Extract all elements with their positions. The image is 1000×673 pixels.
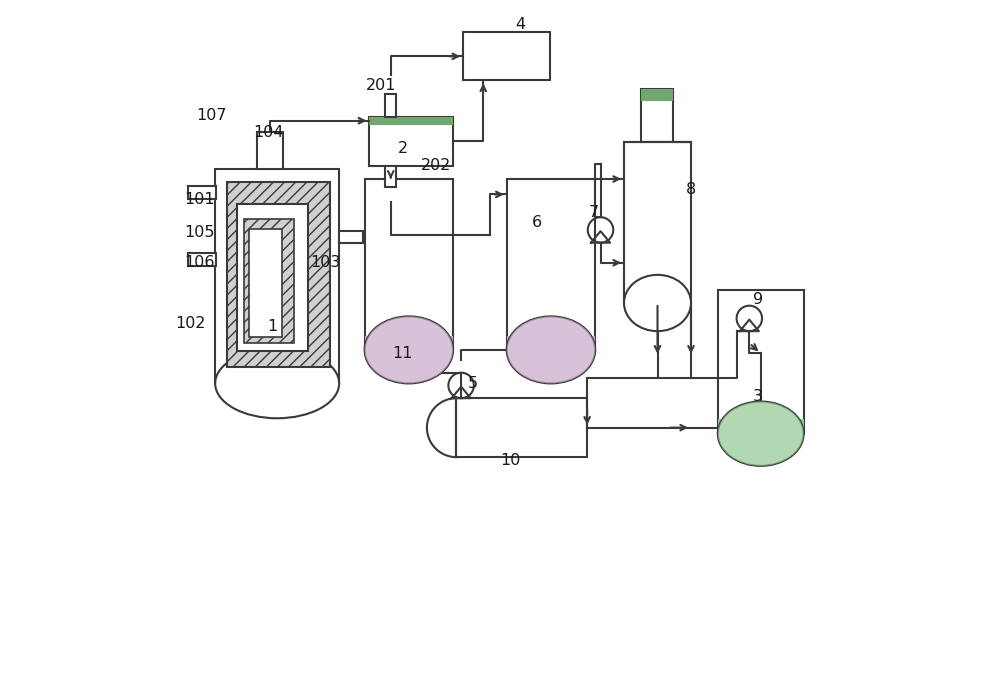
Bar: [365, 179, 453, 350]
Text: 7: 7: [589, 205, 599, 220]
Bar: [257, 132, 283, 169]
Text: 11: 11: [393, 346, 413, 361]
Bar: [188, 186, 216, 199]
Text: 107: 107: [197, 108, 227, 123]
Ellipse shape: [718, 402, 804, 466]
Ellipse shape: [718, 402, 804, 466]
Text: 105: 105: [184, 225, 215, 240]
Bar: [456, 398, 587, 457]
Ellipse shape: [365, 316, 453, 384]
Bar: [227, 182, 330, 367]
Text: 2: 2: [398, 141, 408, 156]
Bar: [507, 336, 595, 350]
Text: 102: 102: [175, 316, 206, 330]
Bar: [385, 166, 396, 187]
Ellipse shape: [507, 316, 595, 384]
Text: 8: 8: [686, 182, 696, 197]
Bar: [641, 89, 673, 142]
Bar: [507, 179, 595, 350]
Ellipse shape: [215, 349, 339, 418]
Bar: [463, 32, 550, 81]
Bar: [244, 219, 294, 343]
Text: 6: 6: [532, 215, 542, 230]
Bar: [369, 117, 453, 166]
Text: 101: 101: [184, 192, 215, 207]
Ellipse shape: [507, 316, 595, 384]
Ellipse shape: [365, 316, 453, 384]
Ellipse shape: [624, 275, 691, 331]
Bar: [369, 117, 453, 125]
Bar: [188, 253, 216, 266]
Bar: [249, 229, 282, 336]
Bar: [339, 231, 363, 243]
Text: 1: 1: [267, 319, 277, 334]
Bar: [365, 336, 453, 350]
Bar: [718, 289, 804, 433]
Bar: [624, 142, 691, 303]
Bar: [718, 419, 804, 433]
Text: 9: 9: [753, 292, 763, 307]
Bar: [237, 204, 308, 351]
Bar: [215, 169, 339, 384]
Bar: [641, 89, 673, 100]
Text: 4: 4: [515, 17, 525, 32]
Text: 10: 10: [500, 453, 520, 468]
Text: 201: 201: [365, 77, 396, 93]
Text: 106: 106: [184, 255, 215, 271]
Text: 3: 3: [753, 389, 763, 404]
Text: 104: 104: [254, 125, 284, 139]
Text: 103: 103: [311, 255, 341, 271]
Text: 5: 5: [468, 376, 478, 391]
Text: 202: 202: [421, 158, 452, 173]
Bar: [385, 94, 396, 117]
